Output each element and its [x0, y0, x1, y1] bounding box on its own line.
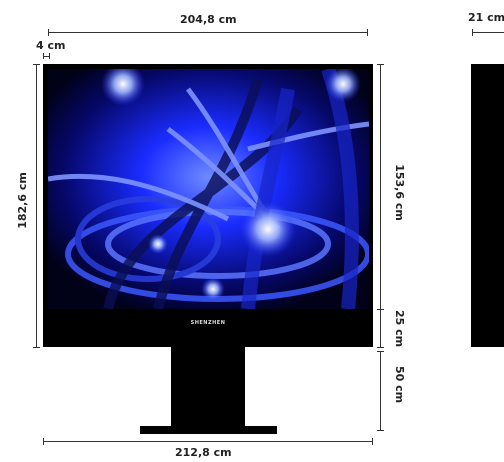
frame-border-label: 4 cm: [36, 39, 66, 52]
base-width-tick-left: [43, 438, 44, 445]
depth-line: [472, 32, 504, 33]
total-height-line: [36, 64, 37, 348]
monitor-frame: SHENZHEN: [43, 64, 373, 347]
bezel-label: 25 cm: [393, 309, 407, 348]
stand-height-label: 50 cm: [393, 365, 407, 404]
stand-height-line: [380, 351, 381, 430]
width-dimension-line: [48, 32, 368, 33]
screen-height-tick-top: [377, 64, 384, 65]
base-width-label: 212,8 cm: [175, 446, 232, 459]
total-height-label: 182,6 cm: [15, 172, 29, 229]
depth-tick-left: [472, 29, 473, 36]
total-height-tick-top: [33, 64, 40, 65]
total-height-tick-bottom: [33, 347, 40, 348]
screen-artwork: [48, 69, 369, 309]
screen-height-label: 153,6 cm: [392, 164, 406, 221]
base-width-line: [43, 441, 373, 442]
abstract-blue-swirl-image: [48, 69, 369, 309]
stand-height-tick-top: [377, 351, 384, 352]
brand-label: SHENZHEN: [190, 320, 226, 326]
depth-label: 21 cm: [468, 11, 504, 24]
frame-border-line: [43, 56, 49, 57]
monitor-base: [140, 426, 277, 434]
width-dimension-tick-left: [48, 29, 49, 36]
width-dimension-tick-right: [367, 29, 368, 36]
stand-height-tick-bottom: [377, 430, 384, 431]
bezel-line: [380, 309, 381, 347]
side-view-panel: [471, 64, 504, 347]
width-dimension-label: 204,8 cm: [180, 13, 237, 26]
base-width-tick-right: [372, 438, 373, 445]
screen-height-line: [380, 64, 381, 309]
frame-border-tick-left: [43, 53, 44, 59]
frame-border-tick-right: [49, 53, 50, 59]
monitor-stand: [171, 347, 245, 426]
bezel-tick-bottom: [377, 347, 384, 348]
